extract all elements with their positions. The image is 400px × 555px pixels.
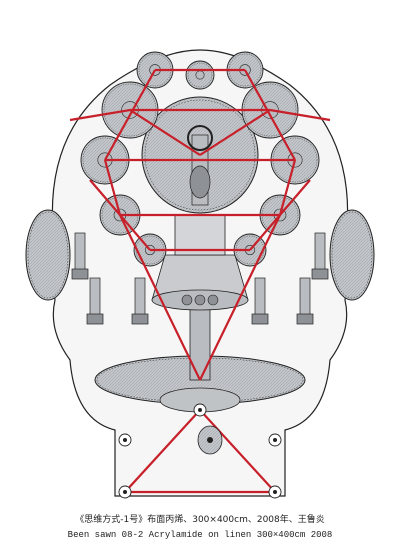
pulley-wheels <box>118 403 282 499</box>
pulley-wheel <box>268 433 282 447</box>
caption-title-english: Been sawn 08-2 Acrylamide on linen 300×4… <box>67 530 333 540</box>
central-column <box>151 214 249 381</box>
red-belt <box>278 159 297 216</box>
red-belt <box>124 409 201 493</box>
piston <box>86 277 104 325</box>
red-belt-network <box>69 68 331 494</box>
pulley-wheel <box>268 485 282 499</box>
red-belt <box>69 108 131 122</box>
pulley-wheel <box>118 433 132 447</box>
pulley-wheel <box>118 485 132 499</box>
red-belt <box>199 409 276 493</box>
artwork-painting <box>25 49 375 499</box>
caption: 《思维方式-1号》布面丙烯、300×400cm、2008年、王鲁炎 Been s… <box>0 514 400 541</box>
piston <box>251 277 269 325</box>
red-belt <box>269 108 331 122</box>
red-belt <box>199 109 271 156</box>
red-belt <box>129 109 201 156</box>
piston <box>71 232 89 280</box>
piston-cluster <box>71 232 329 325</box>
red-belt <box>244 69 296 161</box>
caption-title-chinese: 《思维方式-1号》布面丙烯、300×400cm、2008年、王鲁炎 <box>75 515 325 525</box>
saw-gear <box>185 60 215 90</box>
pulley-wheel <box>193 403 207 417</box>
red-belt <box>104 69 156 161</box>
left-ear-saw-blade <box>25 209 71 301</box>
piston <box>296 277 314 325</box>
piston <box>131 277 149 325</box>
piston <box>311 232 329 280</box>
red-belt <box>119 214 201 381</box>
red-belt <box>199 214 281 381</box>
red-belt <box>103 159 122 216</box>
bottom-small-gear <box>197 425 223 455</box>
right-ear-saw-blade <box>329 209 375 301</box>
